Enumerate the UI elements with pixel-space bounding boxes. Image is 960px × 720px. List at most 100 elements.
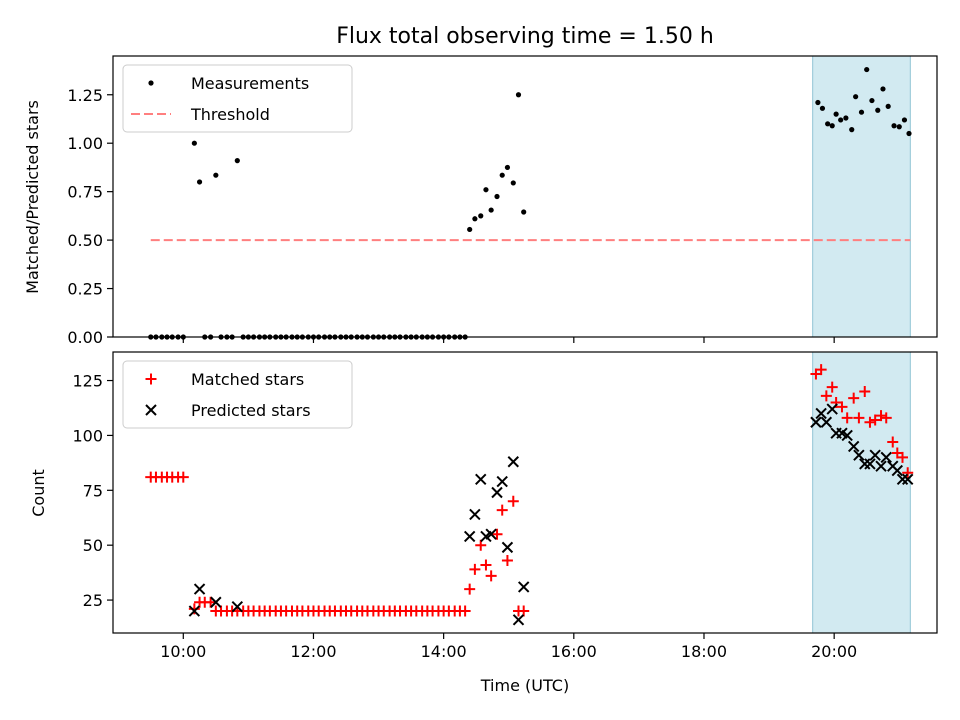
data-point	[858, 109, 865, 115]
data-point	[488, 207, 494, 213]
data-point	[231, 600, 244, 613]
data-point	[475, 473, 487, 486]
x-tick-label: 20:00	[811, 642, 857, 661]
data-point	[507, 495, 519, 507]
data-point	[820, 390, 832, 402]
legend-marker-predicted	[145, 404, 157, 416]
data-point	[193, 583, 206, 595]
data-point	[880, 412, 892, 424]
data-point	[499, 172, 505, 178]
data-point	[906, 130, 912, 137]
data-point	[853, 412, 865, 424]
y-tick-label: 50	[83, 536, 103, 555]
x-axis-label: Time (UTC)	[480, 676, 569, 695]
data-point	[859, 386, 871, 398]
data-point	[826, 403, 838, 415]
data-point	[885, 103, 891, 109]
data-point	[515, 92, 522, 98]
data-point	[191, 140, 197, 146]
y-tick-label: 75	[83, 481, 103, 500]
data-point	[491, 486, 503, 499]
y-tick-label: 0.50	[67, 231, 103, 250]
top-observing-window-shade	[812, 55, 911, 338]
data-point	[841, 412, 853, 424]
data-point	[210, 596, 222, 608]
data-point	[891, 464, 904, 477]
data-point	[902, 467, 914, 479]
data-point	[902, 473, 914, 486]
bottom-axes-frame	[112, 351, 938, 634]
data-point	[463, 530, 476, 543]
data-point	[901, 117, 908, 123]
data-point	[815, 407, 827, 420]
data-point	[485, 528, 497, 540]
data-point	[205, 596, 217, 608]
data-point	[188, 605, 201, 617]
data-point	[829, 123, 835, 129]
data-point	[480, 559, 492, 571]
legend-marker-measurements	[148, 80, 154, 86]
y-tick-label: 100	[72, 426, 103, 445]
y-tick-label: 1.00	[67, 134, 103, 153]
data-point	[521, 209, 527, 215]
data-point	[897, 451, 909, 463]
legend-label: Predicted stars	[191, 401, 311, 420]
x-tick-label: 10:00	[160, 642, 206, 661]
data-point	[810, 416, 822, 428]
data-point	[507, 456, 519, 468]
top-axes-frame	[112, 55, 938, 338]
data-point	[864, 416, 876, 428]
data-point	[469, 508, 481, 521]
data-point	[196, 179, 203, 185]
data-point	[896, 473, 909, 486]
data-point	[826, 381, 838, 393]
y-tick-label: 0.75	[67, 183, 103, 202]
data-point	[496, 504, 508, 516]
y-tick-label: 0.00	[67, 328, 103, 347]
data-point	[880, 451, 892, 464]
data-point	[512, 614, 525, 626]
data-point	[518, 605, 530, 617]
data-point	[896, 124, 902, 130]
y-tick-label: 1.25	[67, 86, 103, 105]
data-point	[177, 471, 189, 483]
x-tick-label: 14:00	[421, 642, 467, 661]
data-point	[875, 107, 881, 113]
top-series-measurements	[148, 66, 912, 340]
x-tick-label: 16:00	[551, 642, 597, 661]
legend-label: Threshold	[190, 105, 270, 124]
bottom-observing-window-shade	[812, 351, 911, 634]
data-point	[864, 458, 876, 470]
data-point	[496, 475, 508, 488]
data-point	[464, 583, 476, 595]
data-point	[459, 605, 471, 617]
legend-label: Matched stars	[191, 370, 304, 389]
data-point	[869, 449, 881, 461]
data-point	[891, 123, 897, 129]
data-point	[869, 414, 881, 426]
data-point	[841, 429, 853, 442]
legend-marker-matched	[145, 373, 157, 385]
data-point	[517, 581, 530, 593]
data-point	[491, 528, 503, 540]
data-point	[836, 401, 848, 413]
data-point	[188, 603, 200, 615]
data-point	[483, 187, 489, 193]
data-point	[875, 460, 887, 472]
data-point	[478, 213, 484, 219]
bottom-panel: 25 50 75 100 125 10:00 12:00 14:00 16:00 18:00 20:…	[72, 351, 938, 661]
data-point	[875, 410, 887, 422]
data-point	[469, 563, 481, 575]
x-tick-label: 12:00	[290, 642, 336, 661]
data-point	[815, 364, 827, 376]
data-point	[853, 449, 865, 461]
data-point	[820, 416, 833, 428]
data-point	[833, 111, 839, 117]
data-point	[475, 539, 487, 551]
data-point	[864, 66, 870, 73]
data-point	[472, 216, 478, 222]
data-point	[847, 440, 860, 453]
data-point	[501, 541, 514, 554]
data-point	[880, 86, 886, 92]
